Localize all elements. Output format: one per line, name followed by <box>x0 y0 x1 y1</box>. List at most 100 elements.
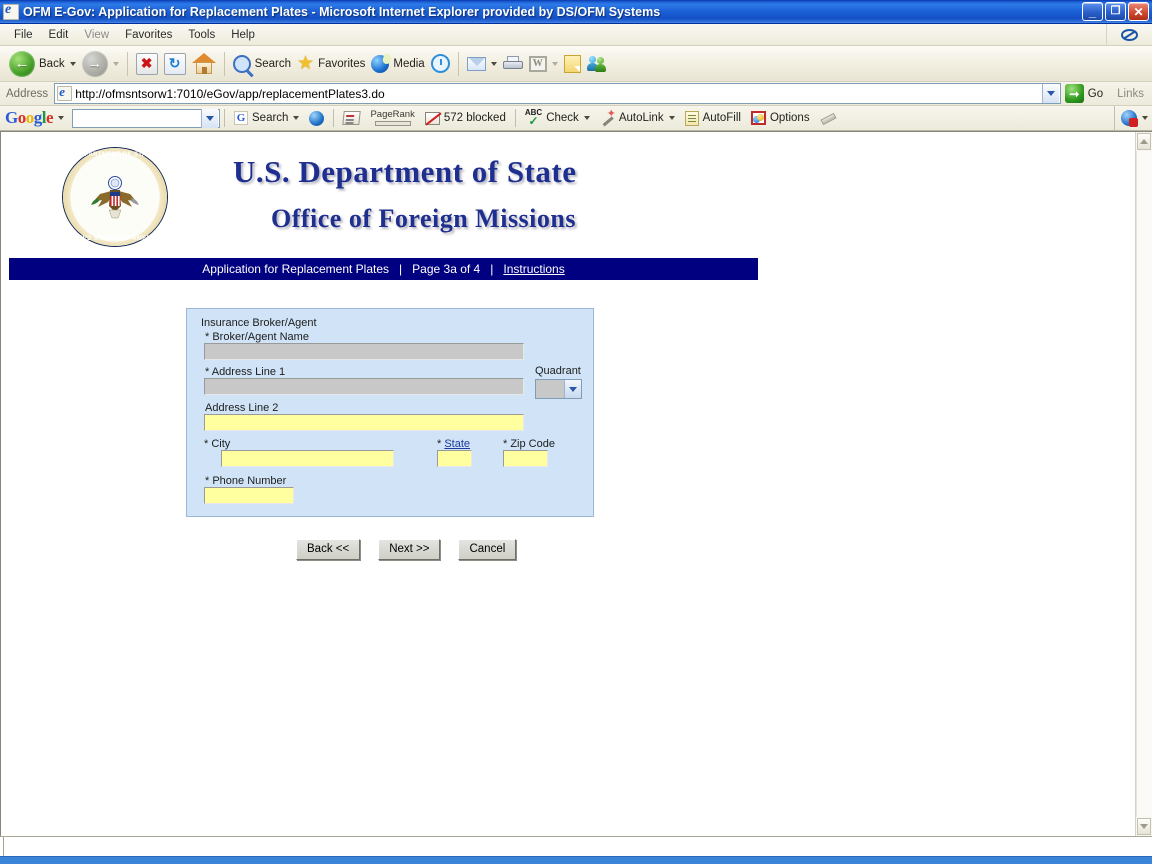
go-button[interactable]: ➞ Go <box>1061 83 1109 105</box>
google-logo-caret-icon[interactable] <box>58 116 65 120</box>
search-label: Search <box>254 57 292 70</box>
quadrant-dropdown-button[interactable] <box>564 380 581 398</box>
close-button[interactable]: ✕ <box>1128 2 1149 21</box>
news-icon <box>342 111 362 125</box>
toolbar-separator <box>126 51 128 76</box>
address-bar: Address http://ofmsntsorw1:7010/eGov/app… <box>0 82 1152 106</box>
google-toolbar: Google G Search PageRank 572 blocked <box>0 106 1152 131</box>
quadrant-select[interactable] <box>535 379 582 399</box>
state-input[interactable] <box>437 450 472 467</box>
home-button[interactable] <box>189 49 219 79</box>
department-of-state-seal: DEPARTMENT OF STATE UNITED STATES OF AME… <box>63 148 167 246</box>
quadrant-label: Quadrant <box>535 365 581 377</box>
breadcrumb-separator: | <box>490 262 494 276</box>
scrollbar-track[interactable] <box>1136 151 1152 817</box>
autolink-caret-icon[interactable] <box>668 116 675 120</box>
refresh-button[interactable]: ↻ <box>161 49 189 79</box>
restore-icon: ❐ <box>1110 5 1121 17</box>
google-search-caret-icon[interactable] <box>293 116 300 120</box>
google-news-button[interactable] <box>338 108 365 129</box>
next-button[interactable]: Next >> <box>378 539 441 560</box>
mail-button[interactable] <box>464 49 500 79</box>
state-required-asterisk: * <box>437 438 445 450</box>
breadcrumb: Application for Replacement Plates | Pag… <box>9 258 758 280</box>
pdf-toolbar-section[interactable] <box>1114 106 1152 130</box>
media-button[interactable]: Media <box>368 49 427 79</box>
spell-check-button[interactable]: ABC ✓ Check <box>520 108 595 129</box>
minimize-button[interactable]: _ <box>1082 2 1103 21</box>
history-icon <box>430 54 450 73</box>
scroll-down-button[interactable] <box>1137 818 1151 835</box>
city-input[interactable] <box>221 450 394 467</box>
zip-input[interactable] <box>503 450 548 467</box>
back-button[interactable]: Back << <box>296 539 361 560</box>
check-caret-icon[interactable] <box>583 116 590 120</box>
address-input[interactable]: http://ofmsntsorw1:7010/eGov/app/replace… <box>54 83 1061 104</box>
status-bar <box>0 836 1152 856</box>
mail-dropdown-caret-icon[interactable] <box>490 61 497 66</box>
messenger-button[interactable] <box>584 49 610 79</box>
print-icon <box>502 55 523 72</box>
messenger-icon[interactable] <box>1106 24 1152 45</box>
stop-button[interactable]: ✖ <box>133 49 161 79</box>
instructions-link[interactable]: Instructions <box>503 262 565 276</box>
pagerank-indicator[interactable]: PageRank <box>365 107 419 129</box>
back-dropdown-caret-icon[interactable] <box>69 61 76 66</box>
globe-icon <box>309 110 325 126</box>
state-help-link[interactable]: State <box>444 438 471 450</box>
google-globe-button[interactable] <box>304 108 329 129</box>
highlight-button[interactable] <box>815 108 841 129</box>
pdf-caret-icon[interactable] <box>1142 116 1148 120</box>
media-icon <box>371 54 390 73</box>
options-icon <box>750 111 766 125</box>
page-header: DEPARTMENT OF STATE UNITED STATES OF AME… <box>1 132 1135 246</box>
magic-wand-icon <box>600 107 616 126</box>
broker-name-input[interactable] <box>204 343 524 360</box>
autolink-button[interactable]: AutoLink <box>595 107 680 129</box>
window-title: OFM E-Gov: Application for Replacement P… <box>23 4 661 19</box>
favorites-button[interactable]: ★ Favorites <box>294 49 368 79</box>
vertical-scrollbar[interactable] <box>1135 132 1152 836</box>
options-button[interactable]: Options <box>746 108 815 129</box>
autolink-label: AutoLink <box>618 112 664 124</box>
edit-dropdown-caret-icon[interactable] <box>551 61 558 66</box>
forward-dropdown-caret-icon[interactable] <box>112 61 119 66</box>
spellcheck-icon: ABC ✓ <box>524 108 543 128</box>
back-button[interactable]: ← Back <box>6 49 79 79</box>
edit-button[interactable]: W <box>526 49 561 79</box>
chevron-down-icon <box>1046 91 1055 96</box>
seal-ring-top-text: DEPARTMENT OF STATE <box>75 152 155 158</box>
forward-button[interactable]: → <box>79 49 122 79</box>
chevron-down-icon <box>569 386 577 392</box>
address1-input[interactable] <box>204 378 524 395</box>
print-button[interactable] <box>500 49 526 79</box>
google-separator <box>333 109 335 127</box>
go-arrow-icon: ➞ <box>1064 84 1084 103</box>
links-button[interactable]: Links <box>1117 87 1144 100</box>
address2-input[interactable] <box>204 414 524 431</box>
restore-button[interactable]: ❐ <box>1105 2 1126 21</box>
menu-item-help[interactable]: Help <box>231 28 255 41</box>
page-indicator: Page 3a of 4 <box>412 262 481 276</box>
history-button[interactable] <box>428 49 453 79</box>
address-dropdown-button[interactable] <box>1041 84 1059 103</box>
phone-input[interactable] <box>204 487 294 504</box>
search-button[interactable]: Search <box>230 49 294 79</box>
notes-button[interactable] <box>561 49 584 79</box>
autofill-label: AutoFill <box>702 112 741 124</box>
google-search-input[interactable] <box>72 108 221 128</box>
menu-item-tools[interactable]: Tools <box>188 28 216 41</box>
menu-item-file[interactable]: File <box>14 28 33 41</box>
menu-item-view[interactable]: View <box>84 28 110 41</box>
menu-item-edit[interactable]: Edit <box>48 28 69 41</box>
menu-item-favorites[interactable]: Favorites <box>125 28 173 41</box>
google-search-dropdown[interactable] <box>201 108 219 128</box>
google-search-button[interactable]: G Search <box>229 108 304 129</box>
page-title: U.S. Department of State <box>233 154 577 189</box>
autofill-button[interactable]: AutoFill <box>680 108 746 129</box>
broker-name-label: * Broker/Agent Name <box>205 331 309 343</box>
city-group: * City <box>204 438 394 467</box>
cancel-button[interactable]: Cancel <box>458 539 517 560</box>
popup-blocker-button[interactable]: 572 blocked <box>420 108 511 129</box>
scroll-up-button[interactable] <box>1137 133 1151 150</box>
